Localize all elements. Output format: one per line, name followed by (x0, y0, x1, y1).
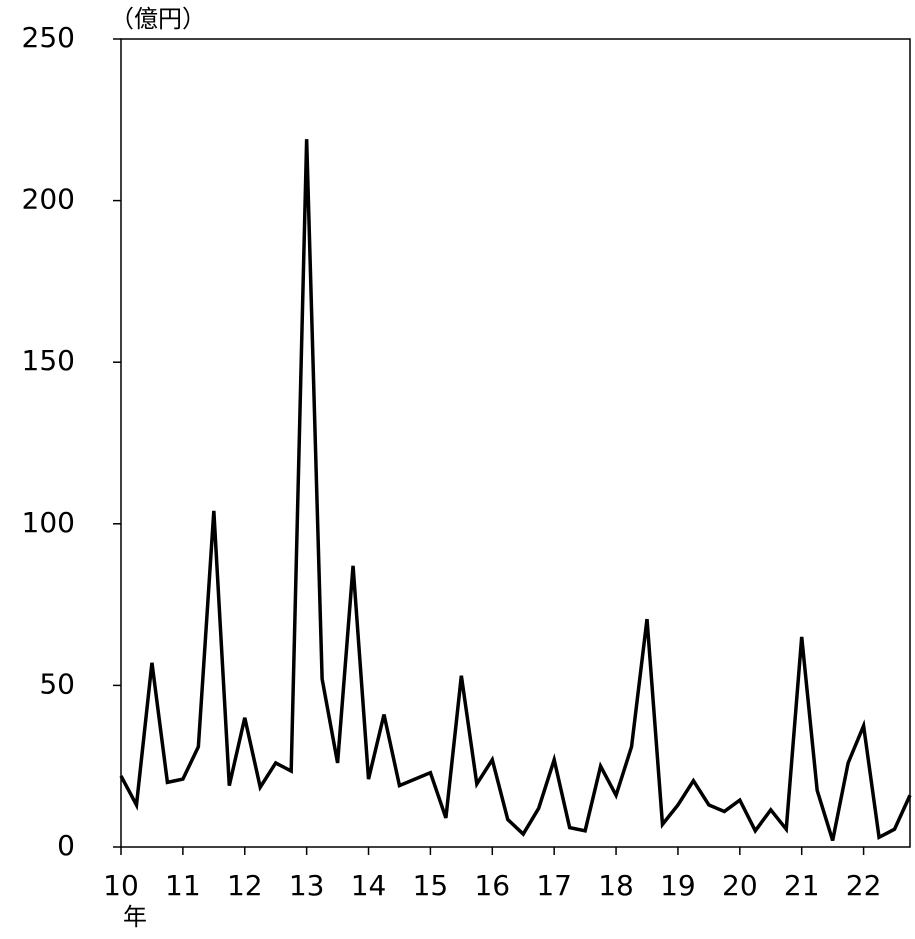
y-tick-label: 150 (22, 344, 75, 377)
x-tick-label: 20 (722, 869, 758, 902)
x-tick-label: 18 (598, 869, 634, 902)
y-axis-label: （億円） (110, 5, 206, 33)
x-tick-label: 19 (660, 869, 696, 902)
data-line (119, 139, 912, 842)
y-tick-label: 50 (39, 667, 75, 700)
x-tick-label: 12 (227, 869, 263, 902)
x-tick-label: 13 (289, 869, 325, 902)
x-tick-label: 21 (784, 869, 820, 902)
x-tick-label: 16 (474, 869, 510, 902)
x-tick-label: 22 (846, 869, 882, 902)
x-tick-label: 14 (351, 869, 387, 902)
y-tick-label: 250 (22, 21, 75, 54)
x-tick-label: 17 (536, 869, 572, 902)
x-tick-label: 10 (103, 869, 139, 902)
x-axis-label: 年 (123, 903, 147, 931)
y-tick-label: 100 (22, 506, 75, 539)
y-tick-label: 200 (22, 183, 75, 216)
x-tick-label: 11 (165, 869, 201, 902)
plot-frame (120, 38, 911, 848)
x-tick-label: 15 (413, 869, 449, 902)
y-tick-label: 0 (57, 829, 75, 862)
